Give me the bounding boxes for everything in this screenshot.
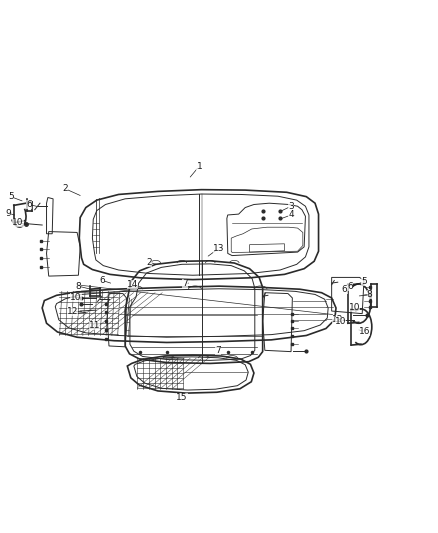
- Text: 16: 16: [359, 327, 370, 336]
- Text: 5: 5: [361, 277, 367, 286]
- Text: 2: 2: [146, 257, 152, 266]
- Text: 9: 9: [6, 209, 11, 218]
- Text: 12: 12: [67, 308, 78, 317]
- Text: 7: 7: [182, 279, 188, 288]
- Text: 3: 3: [288, 202, 294, 211]
- Text: 6: 6: [26, 200, 32, 209]
- Text: 4: 4: [288, 211, 294, 220]
- Text: 8: 8: [367, 290, 372, 300]
- Text: 6: 6: [342, 285, 348, 294]
- Text: 10: 10: [349, 303, 360, 312]
- Text: 11: 11: [89, 321, 100, 330]
- Text: 15: 15: [176, 393, 187, 402]
- Text: 10: 10: [70, 293, 81, 302]
- Text: 10: 10: [335, 317, 346, 326]
- Text: 6: 6: [347, 281, 353, 290]
- Text: 2: 2: [63, 184, 68, 193]
- Text: 6: 6: [99, 276, 105, 285]
- Text: 13: 13: [213, 244, 225, 253]
- Text: 14: 14: [127, 280, 138, 289]
- Text: 7: 7: [215, 346, 221, 355]
- Text: 5: 5: [8, 192, 14, 201]
- Text: 12: 12: [332, 315, 343, 324]
- Text: 8: 8: [75, 281, 81, 290]
- Text: 10: 10: [12, 219, 24, 228]
- Text: 1: 1: [197, 161, 202, 171]
